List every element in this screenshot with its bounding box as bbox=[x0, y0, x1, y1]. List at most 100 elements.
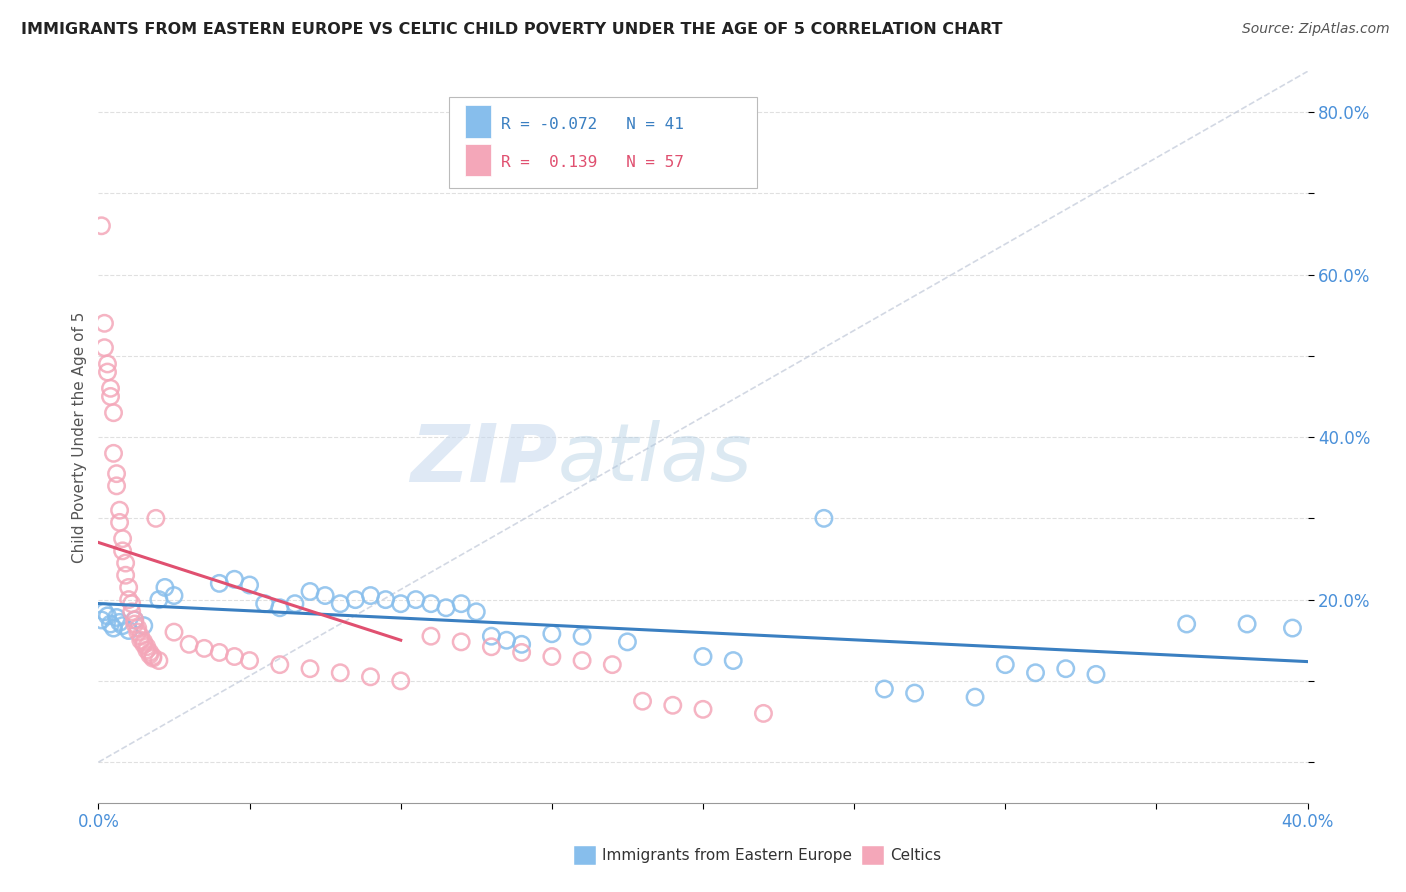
Point bbox=[965, 690, 987, 705]
Point bbox=[571, 654, 593, 668]
Point bbox=[510, 645, 533, 659]
Text: IMMIGRANTS FROM EASTERN EUROPE VS CELTIC CHILD POVERTY UNDER THE AGE OF 5 CORREL: IMMIGRANTS FROM EASTERN EUROPE VS CELTIC… bbox=[21, 22, 1002, 37]
Point bbox=[723, 654, 745, 668]
Text: Immigrants from Eastern Europe: Immigrants from Eastern Europe bbox=[602, 848, 852, 863]
Point bbox=[105, 610, 128, 624]
Point bbox=[100, 381, 122, 395]
Point bbox=[129, 629, 152, 643]
Point bbox=[284, 597, 307, 611]
Point bbox=[193, 641, 215, 656]
Point bbox=[389, 673, 412, 688]
Point bbox=[179, 637, 201, 651]
Point bbox=[111, 532, 134, 546]
Point bbox=[269, 657, 291, 672]
FancyBboxPatch shape bbox=[449, 97, 758, 188]
Point bbox=[105, 467, 128, 481]
Point bbox=[1024, 665, 1046, 680]
Bar bbox=[465, 145, 492, 177]
Point bbox=[132, 637, 155, 651]
Point bbox=[344, 592, 367, 607]
Text: R =  0.139   N = 57: R = 0.139 N = 57 bbox=[501, 155, 683, 170]
Point bbox=[374, 592, 396, 607]
Point bbox=[405, 592, 427, 607]
Point bbox=[208, 645, 231, 659]
Point bbox=[540, 649, 562, 664]
Point bbox=[692, 649, 714, 664]
Point bbox=[269, 600, 291, 615]
Point bbox=[90, 219, 112, 233]
Text: Celtics: Celtics bbox=[890, 848, 941, 863]
Point bbox=[434, 600, 457, 615]
Point bbox=[616, 635, 638, 649]
Point bbox=[495, 633, 517, 648]
Text: Source: ZipAtlas.com: Source: ZipAtlas.com bbox=[1241, 22, 1389, 37]
Bar bbox=[574, 846, 596, 865]
Point bbox=[1085, 667, 1108, 681]
Point bbox=[450, 635, 472, 649]
Bar bbox=[862, 846, 884, 865]
Point bbox=[329, 597, 352, 611]
Point bbox=[90, 613, 112, 627]
Point bbox=[510, 637, 533, 651]
Point bbox=[163, 625, 186, 640]
Point bbox=[1054, 662, 1077, 676]
Point bbox=[93, 316, 115, 330]
Point bbox=[103, 621, 125, 635]
Point bbox=[124, 613, 146, 627]
Point bbox=[148, 654, 170, 668]
Bar bbox=[465, 105, 492, 137]
Point bbox=[904, 686, 927, 700]
Point bbox=[142, 649, 165, 664]
Point bbox=[994, 657, 1017, 672]
Point bbox=[93, 605, 115, 619]
Point bbox=[329, 665, 352, 680]
Point bbox=[103, 406, 125, 420]
Point bbox=[389, 597, 412, 611]
Point bbox=[124, 617, 146, 632]
Text: atlas: atlas bbox=[558, 420, 752, 498]
Point bbox=[96, 365, 118, 379]
Point bbox=[224, 572, 246, 586]
Point bbox=[420, 597, 443, 611]
Point bbox=[105, 479, 128, 493]
Point bbox=[360, 670, 382, 684]
Point bbox=[481, 629, 503, 643]
Point bbox=[108, 503, 131, 517]
Point bbox=[121, 597, 143, 611]
Point bbox=[224, 649, 246, 664]
Point bbox=[1175, 617, 1198, 632]
Point bbox=[299, 584, 322, 599]
Point bbox=[239, 654, 262, 668]
Point bbox=[96, 357, 118, 371]
Point bbox=[108, 615, 131, 630]
Point bbox=[100, 389, 122, 403]
Point bbox=[465, 605, 488, 619]
Point bbox=[692, 702, 714, 716]
Point bbox=[93, 341, 115, 355]
Point bbox=[420, 629, 443, 643]
Point bbox=[118, 581, 141, 595]
Point bbox=[299, 662, 322, 676]
Point bbox=[139, 648, 162, 662]
Point bbox=[360, 589, 382, 603]
Point bbox=[239, 578, 262, 592]
Point bbox=[540, 626, 562, 640]
Point bbox=[148, 592, 170, 607]
Point bbox=[142, 651, 165, 665]
Point bbox=[100, 617, 122, 632]
Point bbox=[752, 706, 775, 721]
Point bbox=[111, 618, 134, 632]
Point bbox=[135, 643, 157, 657]
Point bbox=[661, 698, 683, 713]
Point bbox=[114, 568, 136, 582]
Point bbox=[208, 576, 231, 591]
Point bbox=[118, 624, 141, 638]
Point bbox=[124, 613, 146, 627]
Point bbox=[127, 625, 149, 640]
Text: ZIP: ZIP bbox=[411, 420, 558, 498]
Point bbox=[127, 621, 149, 635]
Y-axis label: Child Poverty Under the Age of 5: Child Poverty Under the Age of 5 bbox=[72, 311, 87, 563]
Point bbox=[163, 589, 186, 603]
Point bbox=[121, 605, 143, 619]
Point bbox=[139, 645, 162, 659]
